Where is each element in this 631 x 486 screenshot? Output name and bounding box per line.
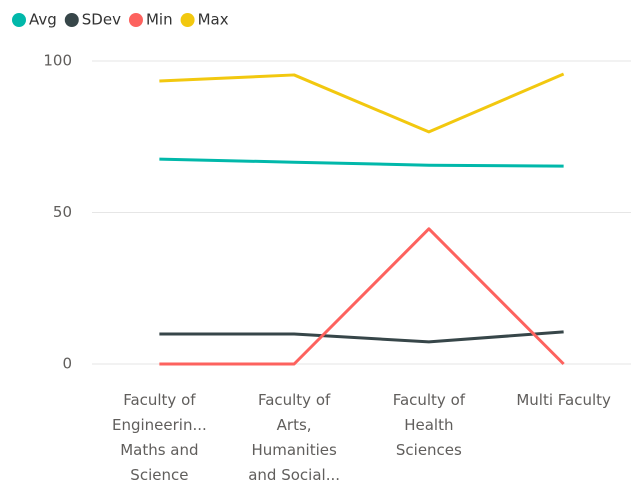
- legend-label: Max: [198, 11, 229, 29]
- legend-marker: [64, 13, 79, 27]
- y-tick-label: 100: [43, 52, 72, 70]
- line-series: [159, 227, 565, 366]
- y-tick-label: 0: [62, 355, 72, 373]
- legend: Avg SDev Min Max: [12, 11, 229, 29]
- x-tick-label: Multi Faculty: [516, 391, 611, 409]
- legend-label: SDev: [82, 11, 121, 29]
- x-tick-label: Faculty of Health Sciences: [393, 391, 466, 459]
- legend-marker: [128, 13, 143, 27]
- legend-marker: [180, 13, 195, 27]
- legend-label: Avg: [29, 11, 57, 29]
- y-tick-label: 50: [53, 203, 72, 221]
- x-tick-label: Faculty of Engineerin... Maths and Science: [112, 391, 207, 484]
- legend-marker: [12, 13, 26, 27]
- line-series: [159, 330, 564, 344]
- x-tick-label: Faculty of Arts, Humanities and Social...: [248, 391, 340, 484]
- line-series: [159, 72, 565, 134]
- legend-label: Min: [146, 11, 173, 29]
- line-series: [159, 157, 564, 168]
